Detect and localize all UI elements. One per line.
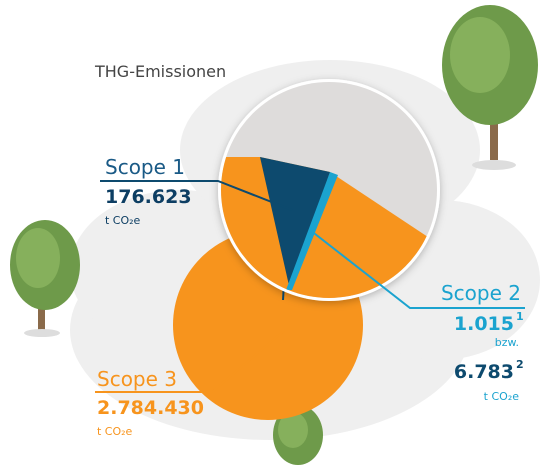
- unit: t CO₂e: [97, 425, 133, 438]
- scope-value: 2.784.430: [97, 397, 204, 419]
- separator: bzw.: [495, 336, 519, 349]
- scope-value: 176.623: [105, 186, 192, 208]
- unit: t CO₂e: [105, 214, 141, 227]
- page: {"title": "THG-Emissionen", "scope1": {"…: [0, 0, 547, 467]
- scope-label: Scope 3: [97, 367, 177, 391]
- scope-label: Scope 2: [441, 281, 521, 305]
- footnote-mark: 1: [516, 310, 524, 323]
- tree-left: [10, 220, 80, 337]
- scope-value: 1.015: [454, 313, 514, 335]
- title: THG-Emissionen: [94, 62, 226, 81]
- footnote-mark: 2: [516, 358, 524, 371]
- scope-label: Scope 1: [105, 155, 185, 179]
- unit: t CO₂e: [484, 390, 520, 403]
- infographic: THG-Emissionen Scope 1 176.623 t CO₂e Sc…: [0, 0, 547, 467]
- scope-value: 6.783: [454, 361, 514, 383]
